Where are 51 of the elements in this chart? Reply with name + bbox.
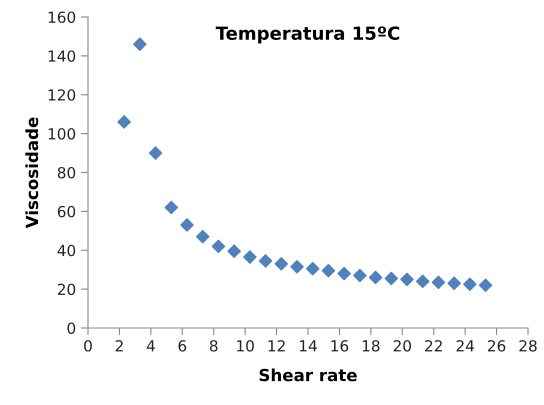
point xyxy=(274,257,288,271)
point xyxy=(306,262,320,276)
point xyxy=(416,274,430,288)
x-tick-label: 2 xyxy=(116,340,123,352)
point xyxy=(368,270,382,284)
point xyxy=(148,146,162,160)
point xyxy=(400,272,414,286)
chart-title: Temperatura 15ºC xyxy=(216,26,400,44)
x-tick-label: 16 xyxy=(331,340,348,352)
x-tick-label: 26 xyxy=(488,340,506,352)
x-tick-label: 6 xyxy=(178,340,186,352)
y-tick-label: 80 xyxy=(58,166,76,179)
x-tick-label: 28 xyxy=(519,340,537,352)
point xyxy=(164,200,178,214)
point xyxy=(384,272,398,286)
y-tick-label: 20 xyxy=(58,284,76,296)
x-axis-title: Shear rate xyxy=(260,368,357,382)
point xyxy=(227,244,241,258)
y-tick-label: 40 xyxy=(58,244,76,256)
point xyxy=(117,115,131,129)
point xyxy=(212,240,226,254)
y-tick-label: 140 xyxy=(48,50,76,62)
x-tick-label: 14 xyxy=(300,340,317,352)
y-tick-label: 0 xyxy=(67,322,76,334)
point xyxy=(353,268,367,282)
point xyxy=(258,254,272,268)
x-tick-label: 18 xyxy=(362,340,380,352)
x-tick-label: 10 xyxy=(237,340,254,352)
point xyxy=(133,37,147,51)
y-tick-label: 120 xyxy=(48,89,76,101)
x-tick-label: 12 xyxy=(268,340,285,352)
x-tick-label: 22 xyxy=(425,340,442,352)
y-tick-label: 100 xyxy=(48,128,76,140)
x-tick-label: 0 xyxy=(84,340,92,352)
x-tick-label: 4 xyxy=(146,340,155,352)
point xyxy=(447,276,461,290)
point xyxy=(290,260,304,274)
point xyxy=(432,276,446,290)
point xyxy=(196,230,210,244)
point xyxy=(337,266,351,280)
y-tick-label: 160 xyxy=(48,11,76,24)
point xyxy=(243,250,257,264)
point xyxy=(463,278,477,292)
point xyxy=(478,278,492,292)
x-tick-label: 24 xyxy=(456,340,474,352)
point xyxy=(322,264,336,278)
x-tick-label: 20 xyxy=(394,340,411,352)
point xyxy=(180,218,194,232)
y-axis-title: Viscosidade xyxy=(25,118,38,228)
y-tick-label: 60 xyxy=(58,206,76,218)
x-tick-label: 8 xyxy=(210,340,218,352)
